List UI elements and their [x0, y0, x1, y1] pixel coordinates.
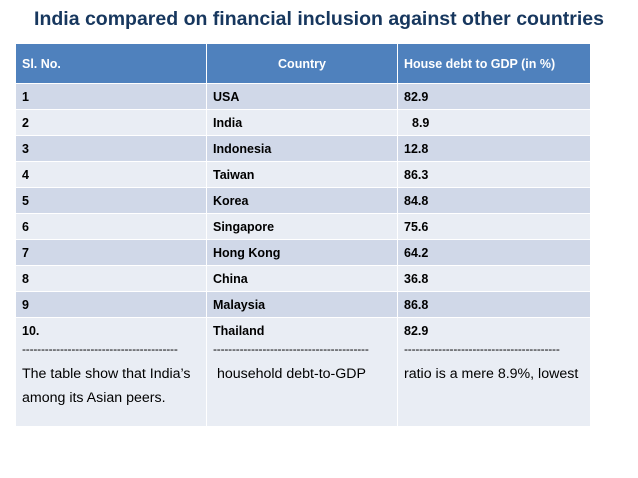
- cell-sl: 5: [15, 187, 207, 214]
- cell-value: 12.8: [397, 135, 591, 162]
- cell-sl: 7: [15, 239, 207, 266]
- header-country: Country: [206, 43, 398, 84]
- note-text-2: household debt-to-GDP: [213, 366, 367, 382]
- table-row: 8 China 36.8: [15, 265, 591, 292]
- note-cell-3: 82.9 -----------------------------------…: [397, 317, 591, 427]
- cell-country: USA: [206, 83, 398, 110]
- cell-sl: 1: [15, 83, 207, 110]
- cell-value: 36.8: [397, 265, 591, 292]
- cell-country: Indonesia: [206, 135, 398, 162]
- cell-sl: 8: [15, 265, 207, 292]
- dash-separator: ----------------------------------------…: [22, 342, 178, 356]
- table-row: 5 Korea 84.8: [15, 187, 591, 214]
- cell-sl: 10.: [22, 324, 40, 338]
- cell-country: Thailand: [213, 324, 265, 338]
- page-title: India compared on financial inclusion ag…: [34, 8, 604, 30]
- cell-country: Hong Kong: [206, 239, 398, 266]
- cell-sl: 9: [15, 291, 207, 318]
- debt-to-gdp-table: Sl. No. Country House debt to GDP (in %)…: [15, 43, 591, 427]
- note-text-3: ratio is a mere 8.9%, lowest: [404, 366, 579, 382]
- dash-separator: ----------------------------------------…: [404, 342, 560, 356]
- cell-value: 84.8: [397, 187, 591, 214]
- cell-sl: 4: [15, 161, 207, 188]
- table-row: 6 Singapore 75.6: [15, 213, 591, 240]
- cell-country: China: [206, 265, 398, 292]
- cell-sl: 2: [15, 109, 207, 136]
- cell-value: 8.9: [397, 109, 591, 136]
- table-header-row: Sl. No. Country House debt to GDP (in %): [15, 43, 591, 84]
- cell-country: India: [206, 109, 398, 136]
- header-house-debt: House debt to GDP (in %): [397, 43, 591, 84]
- cell-country: Malaysia: [206, 291, 398, 318]
- cell-sl: 6: [15, 213, 207, 240]
- table-row: 7 Hong Kong 64.2: [15, 239, 591, 266]
- cell-value: 86.3: [397, 161, 591, 188]
- cell-country: Korea: [206, 187, 398, 214]
- table-row: 3 Indonesia 12.8: [15, 135, 591, 162]
- table-row: 4 Taiwan 86.3: [15, 161, 591, 188]
- note-cell-1: 10. ------------------------------------…: [15, 317, 207, 427]
- cell-value: 64.2: [397, 239, 591, 266]
- cell-value: 86.8: [397, 291, 591, 318]
- dash-separator: ----------------------------------------…: [213, 342, 369, 356]
- table-row: 2 India 8.9: [15, 109, 591, 136]
- cell-value: 82.9: [404, 324, 429, 338]
- header-sl-no: Sl. No.: [15, 43, 207, 84]
- table-row: 1 USA 82.9: [15, 83, 591, 110]
- note-cell-2: Thailand -------------------------------…: [206, 317, 398, 427]
- cell-value: 75.6: [397, 213, 591, 240]
- note-text-1: The table show that India’s among its As…: [22, 366, 191, 406]
- cell-country: Singapore: [206, 213, 398, 240]
- cell-sl: 3: [15, 135, 207, 162]
- table-row: 9 Malaysia 86.8: [15, 291, 591, 318]
- table-row-note: 10. ------------------------------------…: [15, 317, 591, 427]
- cell-value: 82.9: [397, 83, 591, 110]
- cell-country: Taiwan: [206, 161, 398, 188]
